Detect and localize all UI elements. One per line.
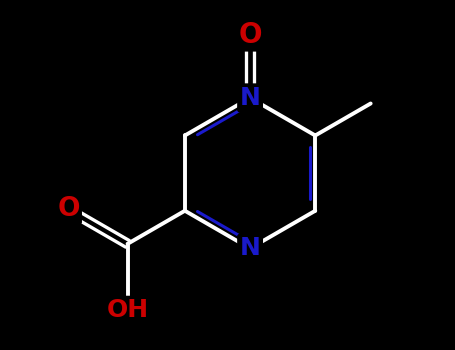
Text: N: N [240, 86, 261, 110]
Text: OH: OH [106, 298, 149, 322]
Text: O: O [57, 196, 80, 222]
Text: O: O [238, 21, 262, 49]
Text: N: N [240, 236, 261, 260]
